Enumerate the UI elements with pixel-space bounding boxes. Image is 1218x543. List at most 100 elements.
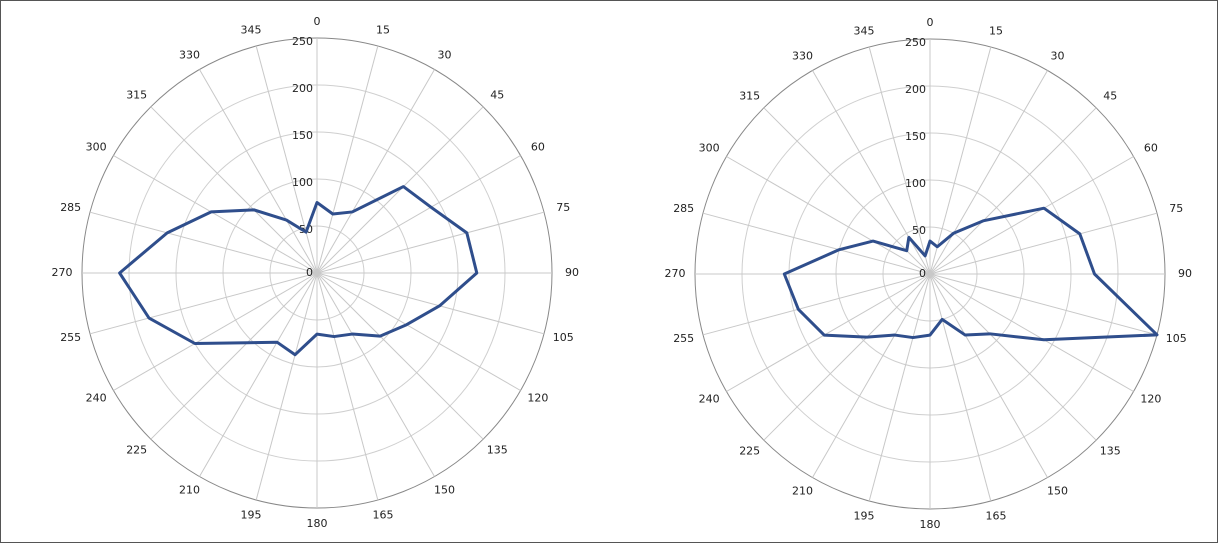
radial-tick-label: 150 <box>292 129 313 142</box>
spoke <box>929 70 1048 275</box>
spoke <box>113 155 318 274</box>
spoke <box>702 273 931 336</box>
spoke <box>929 212 1158 275</box>
spoke <box>929 273 1097 441</box>
spoke <box>868 273 931 502</box>
spoke <box>255 45 318 274</box>
spoke <box>316 272 379 501</box>
angle-label: 330 <box>792 50 813 63</box>
angle-label: 30 <box>1051 50 1065 63</box>
spoke <box>316 272 435 477</box>
angle-label: 270 <box>665 267 686 280</box>
spoke <box>929 107 1097 275</box>
radial-tick-label: 0 <box>919 267 926 280</box>
spoke <box>89 211 318 274</box>
angle-label: 225 <box>739 444 760 457</box>
angle-label: 165 <box>372 508 393 521</box>
spoke <box>812 273 931 478</box>
spoke <box>150 106 318 274</box>
angle-label: 0 <box>927 16 934 29</box>
angle-label: 105 <box>553 331 574 344</box>
angle-label: 15 <box>376 24 390 37</box>
data-line <box>782 206 1159 342</box>
angle-label: 135 <box>487 443 508 456</box>
angle-label: 180 <box>307 517 328 530</box>
radial-tick-label: 200 <box>905 83 926 96</box>
angle-label: 180 <box>920 518 941 531</box>
radial-tick-label: 100 <box>905 177 926 190</box>
angle-label: 315 <box>126 89 147 102</box>
angle-label: 75 <box>556 201 570 214</box>
spoke <box>255 272 318 501</box>
angle-label: 60 <box>1144 142 1158 155</box>
angle-label: 285 <box>60 201 81 214</box>
radial-tick-label: 200 <box>292 82 313 95</box>
angle-label: 255 <box>60 331 81 344</box>
spoke <box>316 69 435 274</box>
spoke <box>199 69 318 274</box>
angle-label: 300 <box>86 141 107 154</box>
angle-label: 60 <box>531 141 545 154</box>
spoke <box>929 46 992 275</box>
angle-label: 210 <box>179 483 200 496</box>
spoke <box>702 212 931 275</box>
angle-label: 195 <box>241 508 262 521</box>
angle-label: 30 <box>438 49 452 62</box>
spoke <box>316 211 545 274</box>
angle-label: 150 <box>1047 484 1068 497</box>
angle-label: 45 <box>1103 90 1117 103</box>
angle-label: 150 <box>434 483 455 496</box>
spoke <box>316 45 379 274</box>
angle-label: 120 <box>527 392 548 405</box>
angle-label: 255 <box>673 332 694 345</box>
angle-label: 210 <box>792 484 813 497</box>
angle-label: 195 <box>854 509 875 522</box>
spoke <box>726 273 931 392</box>
spoke <box>316 272 521 391</box>
angle-label: 315 <box>739 90 760 103</box>
spoke <box>763 107 931 275</box>
spoke <box>316 272 545 335</box>
angle-label: 270 <box>52 266 73 279</box>
spoke <box>929 273 992 502</box>
radial-tick-label: 250 <box>905 36 926 49</box>
angle-label: 90 <box>565 266 579 279</box>
spoke <box>929 156 1134 275</box>
spoke <box>113 272 318 391</box>
angle-label: 120 <box>1140 393 1161 406</box>
radial-tick-label: 50 <box>912 224 926 237</box>
spoke <box>726 156 931 275</box>
angle-label: 225 <box>126 443 147 456</box>
angle-label: 90 <box>1178 267 1192 280</box>
spoke <box>150 272 318 440</box>
spoke <box>316 155 521 274</box>
spoke <box>316 272 484 440</box>
spoke <box>868 46 931 275</box>
angle-label: 285 <box>673 202 694 215</box>
spoke <box>929 273 1048 478</box>
angle-label: 300 <box>699 142 720 155</box>
angle-label: 240 <box>699 393 720 406</box>
angle-label: 135 <box>1100 444 1121 457</box>
angle-label: 240 <box>86 392 107 405</box>
radial-tick-label: 150 <box>905 130 926 143</box>
angle-label: 345 <box>854 25 875 38</box>
spoke <box>89 272 318 335</box>
spoke <box>316 106 484 274</box>
angle-label: 75 <box>1169 202 1183 215</box>
radial-tick-label: 0 <box>306 266 313 279</box>
angle-label: 45 <box>490 89 504 102</box>
spoke <box>929 273 1158 336</box>
angle-label: 0 <box>314 15 321 28</box>
radial-tick-label: 100 <box>292 176 313 189</box>
spoke <box>763 273 931 441</box>
angle-label: 15 <box>989 25 1003 38</box>
spoke <box>929 273 1134 392</box>
spoke <box>199 272 318 477</box>
angle-label: 105 <box>1166 332 1187 345</box>
angle-label: 165 <box>985 509 1006 522</box>
angle-label: 330 <box>179 49 200 62</box>
radial-tick-label: 250 <box>292 35 313 48</box>
